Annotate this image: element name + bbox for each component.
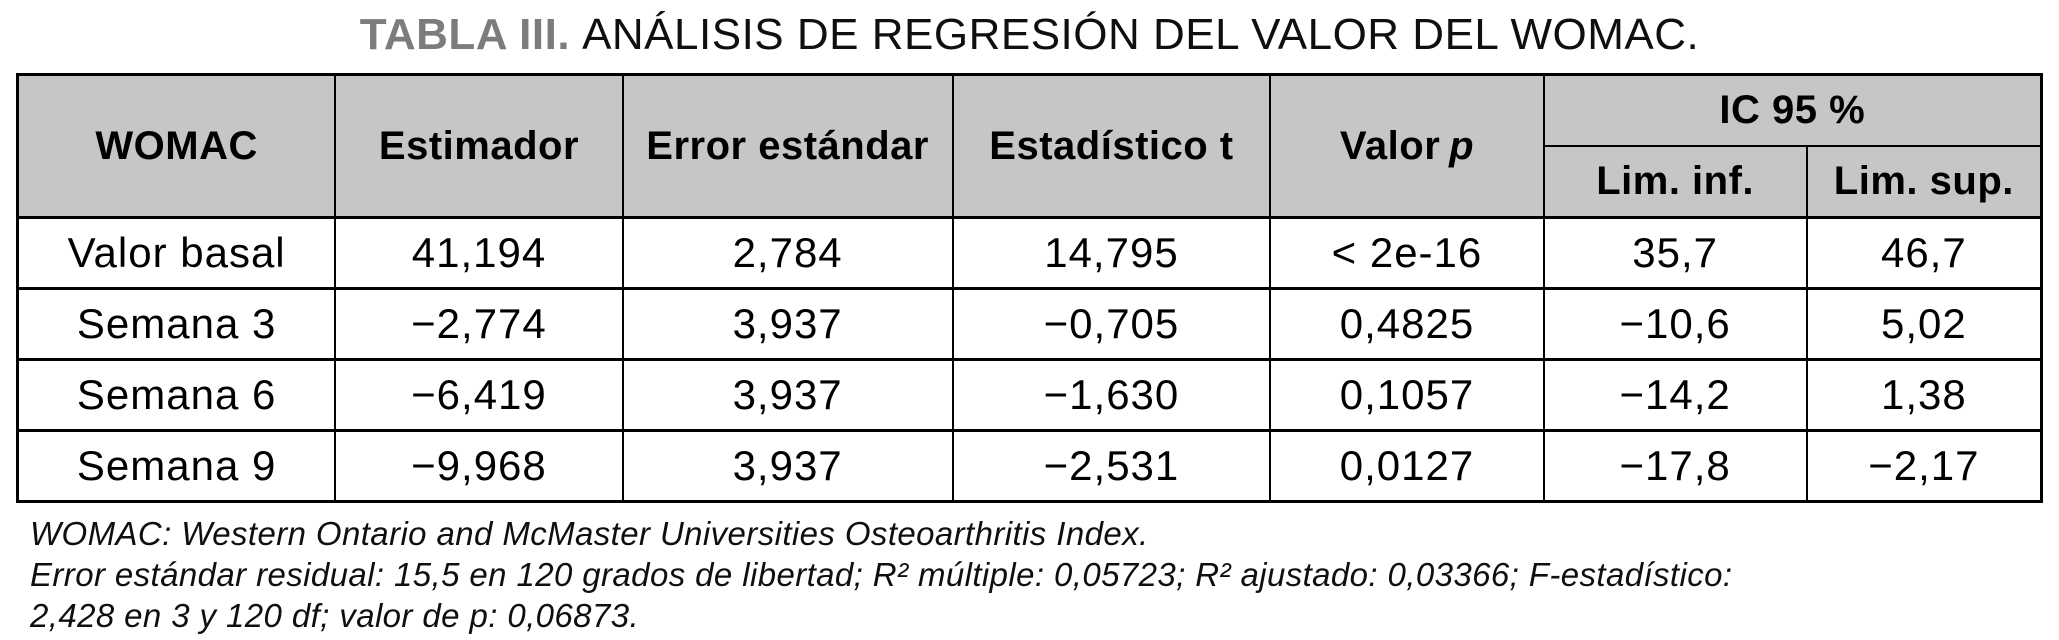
footnote-regression-stats-2: 2,428 en 3 y 120 df; valor de p: 0,06873… [30,597,640,634]
cell-valor-p: 0,4825 [1269,287,1545,361]
cell-lim-sup: 46,7 [1805,216,2043,290]
col-header-womac: WOMAC [16,73,337,219]
cell-estimador: −2,774 [334,287,624,361]
cell-label: Semana 3 [16,287,337,361]
valor-p-symbol: p [1449,123,1474,168]
cell-valor-p: 0,0127 [1269,429,1545,503]
cell-lim-sup: 1,38 [1805,358,2043,432]
table-row-semana-6: Semana 6 −6,419 3,937 −1,630 0,1057 −14,… [16,358,2043,432]
table-title: TABLA III. ANÁLISIS DE REGRESIÓN DEL VALO… [0,0,2059,60]
cell-lim-inf: −17,8 [1542,429,1808,503]
cell-estimador: −9,968 [334,429,624,503]
col-header-lim-inf: Lim. inf. [1542,145,1808,219]
cell-estimador: −6,419 [334,358,624,432]
cell-error-estandar: 3,937 [621,429,954,503]
cell-valor-p: < 2e-16 [1269,216,1545,290]
table-row-semana-3: Semana 3 −2,774 3,937 −0,705 0,4825 −10,… [16,287,2043,361]
cell-estimador: 41,194 [334,216,624,290]
cell-lim-inf: −14,2 [1542,358,1808,432]
cell-label: Valor basal [16,216,337,290]
cell-estadistico-t: −0,705 [951,287,1272,361]
col-header-ic95: IC 95 % [1542,73,2043,147]
table-row-semana-9: Semana 9 −9,968 3,937 −2,531 0,0127 −17,… [16,429,2043,503]
table-title-number: TABLA III. [359,10,571,59]
footnote-regression-stats-1: Error estándar residual: 15,5 en 120 gra… [30,556,1733,593]
table-header: WOMAC Estimador Error estándar Estadísti… [16,73,2043,219]
cell-estadistico-t: −2,531 [951,429,1272,503]
cell-label: Semana 9 [16,429,337,503]
table-row-valor-basal: Valor basal 41,194 2,784 14,795 < 2e-16 … [16,216,2043,290]
footnote-womac-definition: WOMAC: Western Ontario and McMaster Univ… [30,515,1149,552]
cell-estadistico-t: −1,630 [951,358,1272,432]
col-header-valor-p: Valor p [1269,73,1545,219]
cell-lim-inf: −10,6 [1542,287,1808,361]
table-body: Valor basal 41,194 2,784 14,795 < 2e-16 … [16,216,2043,503]
cell-error-estandar: 2,784 [621,216,954,290]
header-row-sub: Lim. inf. Lim. sup. [18,145,2043,219]
cell-valor-p: 0,1057 [1269,358,1545,432]
cell-lim-inf: 35,7 [1542,216,1808,290]
cell-error-estandar: 3,937 [621,287,954,361]
col-header-lim-sup: Lim. sup. [1805,145,2043,219]
table-title-text: ANÁLISIS DE REGRESIÓN DEL VALOR DEL WOMA… [582,10,1700,59]
cell-label: Semana 6 [16,358,337,432]
valor-p-prefix: Valor [1339,123,1441,168]
col-header-error-estandar: Error estándar [621,73,954,219]
col-header-estimador: Estimador [334,73,624,219]
footnotes: WOMAC: Western Ontario and McMaster Univ… [30,513,2059,636]
header-row-main: WOMAC Estimador Error estándar Estadísti… [16,73,2043,219]
col-header-estadistico-t: Estadístico t [951,73,1272,219]
cell-estadistico-t: 14,795 [951,216,1272,290]
cell-error-estandar: 3,937 [621,358,954,432]
regression-table: WOMAC Estimador Error estándar Estadísti… [16,73,2043,503]
cell-lim-sup: −2,17 [1805,429,2043,503]
cell-lim-sup: 5,02 [1805,287,2043,361]
